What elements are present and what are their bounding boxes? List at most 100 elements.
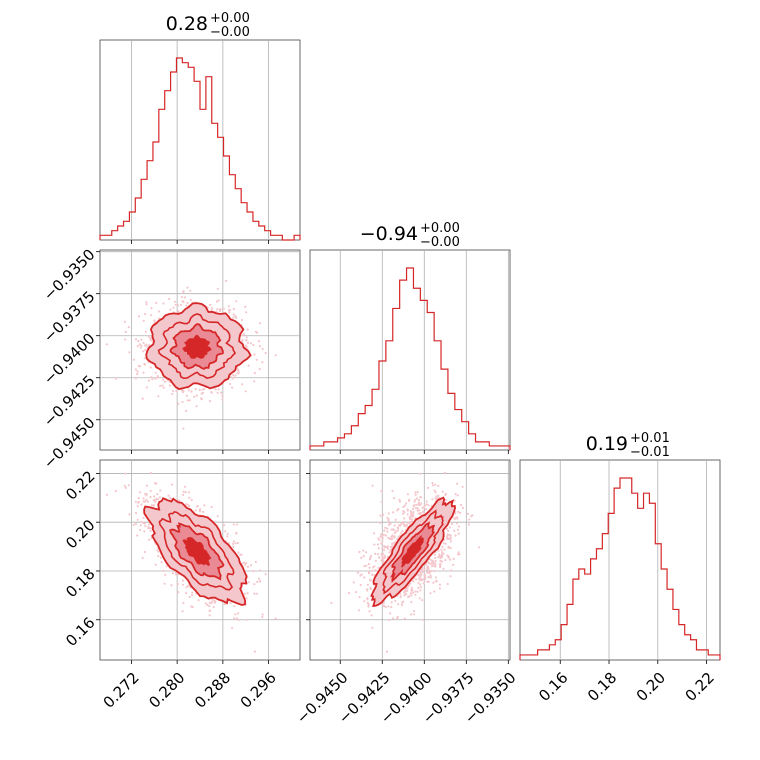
scatter-point — [189, 298, 192, 301]
scatter-point — [381, 547, 384, 550]
scatter-point — [409, 522, 412, 525]
scatter-point — [264, 572, 267, 576]
scatter-point — [382, 604, 386, 608]
scatter-point — [448, 558, 452, 561]
scatter-point — [142, 516, 145, 519]
scatter-point — [142, 497, 145, 500]
scatter-point — [144, 524, 147, 528]
scatter-point — [384, 605, 387, 609]
scatter-point — [385, 546, 388, 549]
scatter-point — [254, 560, 257, 564]
scatter-point — [441, 554, 444, 557]
scatter-point — [414, 593, 417, 596]
scatter-point — [140, 503, 143, 506]
scatter-point — [367, 572, 371, 575]
scatter-point — [128, 513, 131, 516]
contour-core — [401, 534, 424, 568]
scatter-point — [429, 574, 432, 577]
scatter-point — [181, 400, 184, 404]
scatter-point — [234, 374, 237, 377]
scatter-point — [212, 605, 215, 609]
scatter-point — [105, 343, 108, 346]
scatter-point — [244, 305, 247, 308]
scatter-point — [163, 582, 166, 585]
scatter-point — [249, 342, 253, 345]
scatter-point — [144, 348, 147, 351]
scatter-point — [389, 546, 392, 549]
scatter-point — [225, 279, 228, 282]
scatter-point — [228, 311, 231, 314]
scatter-point — [357, 609, 360, 612]
scatter-point — [219, 308, 222, 311]
scatter-point — [233, 617, 236, 620]
scatter-point — [391, 534, 394, 537]
density-group-2 — [330, 471, 481, 653]
scatter-point — [148, 523, 151, 526]
scatter-point — [382, 549, 386, 552]
scatter-point — [245, 562, 248, 565]
scatter-point — [448, 526, 452, 529]
scatter-point — [383, 529, 386, 532]
contour-mid — [157, 313, 237, 380]
scatter-point — [449, 534, 452, 537]
scatter-point — [171, 572, 174, 575]
scatter-point — [423, 504, 426, 507]
scatter-point — [419, 586, 422, 589]
scatter-point — [449, 537, 452, 541]
contour-core — [182, 536, 212, 567]
scatter-point — [434, 580, 437, 583]
scatter-point — [223, 524, 226, 527]
scatter-point — [434, 491, 437, 494]
scatter-point — [384, 526, 387, 530]
scatter-point — [421, 506, 424, 509]
scatter-point — [134, 511, 138, 515]
x-tick-label: 0.20 — [633, 669, 669, 705]
scatter-point — [381, 540, 384, 543]
scatter-point — [182, 390, 185, 393]
scatter-point — [143, 344, 147, 347]
scatter-point — [244, 390, 247, 393]
scatter-point — [457, 525, 460, 528]
scatter-point — [144, 492, 147, 495]
scatter-point — [394, 599, 397, 602]
scatter-point — [184, 491, 187, 494]
scatter-point — [136, 345, 139, 348]
scatter-point — [159, 384, 162, 387]
scatter-point — [153, 504, 156, 507]
scatter-point — [380, 490, 383, 493]
scatter-point — [400, 532, 403, 535]
scatter-point — [396, 617, 399, 620]
scatter-point — [168, 384, 171, 387]
scatter-point — [367, 605, 370, 608]
scatter-point — [232, 523, 235, 526]
scatter-point — [369, 554, 372, 558]
scatter-point — [226, 535, 229, 538]
scatter-point — [414, 493, 417, 496]
scatter-point — [138, 491, 141, 494]
scatter-point — [411, 515, 414, 518]
scatter-point — [233, 376, 236, 379]
scatter-point — [177, 499, 181, 502]
scatter-point — [176, 304, 180, 307]
x-tick-label: 0.296 — [237, 669, 280, 712]
scatter-point — [399, 596, 402, 599]
scatter-point — [136, 505, 139, 508]
scatter-point — [358, 596, 361, 599]
scatter-point — [409, 613, 413, 616]
scatter-point — [407, 499, 410, 502]
histogram-line-2 — [519, 477, 721, 660]
scatter-point — [158, 496, 161, 499]
y-tick-label: 0.20 — [62, 516, 98, 552]
scatter-point — [217, 388, 220, 391]
scatter-point — [406, 513, 409, 516]
scatter-point — [406, 493, 409, 496]
scatter-point — [141, 397, 144, 400]
scatter-point — [236, 617, 239, 620]
scatter-point — [152, 495, 156, 498]
scatter-point — [150, 504, 154, 507]
scatter-point — [149, 366, 152, 369]
scatter-point — [417, 499, 421, 502]
scatter-point — [366, 583, 369, 586]
scatter-point — [264, 351, 267, 355]
contour-mid — [158, 511, 235, 591]
